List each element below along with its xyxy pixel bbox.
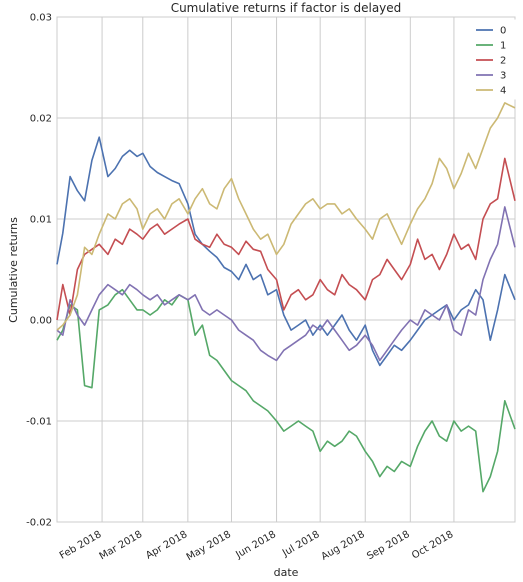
legend-label-0: 0: [500, 26, 506, 37]
series-line-3: [56, 206, 516, 362]
x-tick-label: Jul 2018: [280, 529, 322, 559]
series-line-1: [56, 288, 516, 493]
series-line-4: [56, 102, 516, 331]
y-tick-label: -0.01: [26, 417, 52, 428]
y-ticks: -0.02 -0.01 0.00 0.01 0.02 0.03: [26, 13, 52, 529]
series-line-0: [56, 136, 516, 367]
x-tick-label: May 2018: [185, 529, 233, 563]
series-line-2: [56, 157, 516, 321]
x-tick-label: Jun 2018: [233, 529, 278, 561]
legend-label-1: 1: [500, 41, 506, 52]
x-tick-label: Oct 2018: [410, 529, 455, 561]
y-tick-label: 0.01: [30, 215, 52, 226]
series-group: [56, 102, 516, 493]
x-tick-label: Sep 2018: [365, 529, 412, 562]
legend: 0 1 2 3 4: [470, 19, 516, 100]
x-tick-label: Aug 2018: [320, 529, 367, 563]
x-tick-label: Apr 2018: [144, 529, 189, 561]
legend-label-4: 4: [500, 86, 506, 97]
y-tick-label: -0.02: [26, 518, 52, 529]
plot-background: [56, 16, 516, 523]
legend-label-3: 3: [500, 71, 506, 82]
grid: [57, 16, 515, 523]
y-tick-label: 0.00: [30, 316, 52, 327]
chart-title: Cumulative returns if factor is delayed: [171, 1, 402, 15]
y-tick-label: 0.02: [30, 114, 52, 125]
x-tick-label: Feb 2018: [58, 529, 104, 562]
y-axis-label: Cumulative returns: [7, 217, 20, 323]
legend-label-2: 2: [500, 56, 506, 67]
x-tick-label: Mar 2018: [98, 529, 145, 562]
x-axis-label: date: [274, 566, 299, 579]
y-tick-label: 0.03: [30, 13, 52, 24]
